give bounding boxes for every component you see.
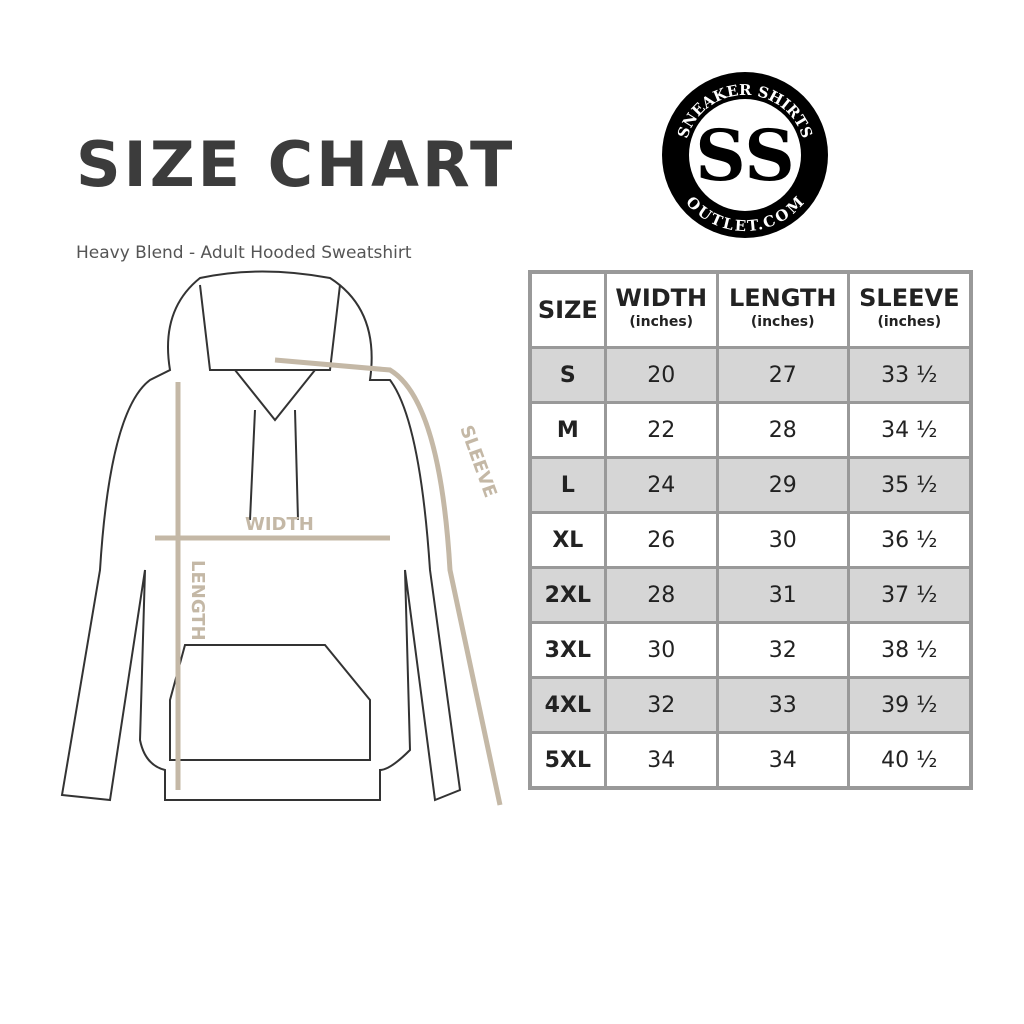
length-label: LENGTH xyxy=(187,560,208,641)
width-cell: 30 xyxy=(603,621,719,679)
size-table: SIZE WIDTH (inches) LENGTH (inches) SLEEVE… xyxy=(528,270,973,790)
brand-logo: SNEAKER SHIRTS OUTLET.COM SS xyxy=(662,72,828,238)
page-title: SIZE CHART xyxy=(76,128,516,201)
header-size: SIZE xyxy=(528,270,607,349)
sleeve-cell: 38 ½ xyxy=(846,621,973,679)
header-sleeve: SLEEVE (inches) xyxy=(846,270,973,349)
size-cell: M xyxy=(528,401,607,459)
header-width: WIDTH (inches) xyxy=(603,270,719,349)
sleeve-cell: 33 ½ xyxy=(846,346,973,404)
table-row: 5XL 34 34 40 ½ xyxy=(528,731,973,790)
length-cell: 32 xyxy=(715,621,850,679)
table-header-row: SIZE WIDTH (inches) LENGTH (inches) SLEEVE… xyxy=(528,270,973,349)
length-cell: 29 xyxy=(715,456,850,514)
width-cell: 28 xyxy=(603,566,719,624)
sleeve-cell: 35 ½ xyxy=(846,456,973,514)
size-cell: S xyxy=(528,346,607,404)
length-cell: 34 xyxy=(715,731,850,790)
sleeve-cell: 36 ½ xyxy=(846,511,973,569)
length-cell: 33 xyxy=(715,676,850,734)
table-row: S 20 27 33 ½ xyxy=(528,346,973,404)
table-row: 3XL 30 32 38 ½ xyxy=(528,621,973,679)
width-cell: 32 xyxy=(603,676,719,734)
size-cell: 5XL xyxy=(528,731,607,790)
logo-monogram: SS xyxy=(695,114,795,197)
size-cell: XL xyxy=(528,511,607,569)
table-row: L 24 29 35 ½ xyxy=(528,456,973,514)
size-cell: L xyxy=(528,456,607,514)
size-cell: 2XL xyxy=(528,566,607,624)
hoodie-outline xyxy=(60,270,462,802)
width-cell: 20 xyxy=(603,346,719,404)
width-cell: 24 xyxy=(603,456,719,514)
length-cell: 28 xyxy=(715,401,850,459)
table-row: 2XL 28 31 37 ½ xyxy=(528,566,973,624)
width-cell: 26 xyxy=(603,511,719,569)
hoodie-diagram: WIDTH LENGTH SLEEVE xyxy=(60,270,503,806)
table-row: XL 26 30 36 ½ xyxy=(528,511,973,569)
sleeve-cell: 37 ½ xyxy=(846,566,973,624)
size-cell: 3XL xyxy=(528,621,607,679)
length-cell: 31 xyxy=(715,566,850,624)
width-cell: 22 xyxy=(603,401,719,459)
size-cell: 4XL xyxy=(528,676,607,734)
length-cell: 27 xyxy=(715,346,850,404)
header-length: LENGTH (inches) xyxy=(715,270,850,349)
table-row: M 22 28 34 ½ xyxy=(528,401,973,459)
sleeve-cell: 34 ½ xyxy=(846,401,973,459)
sleeve-cell: 39 ½ xyxy=(846,676,973,734)
sleeve-cell: 40 ½ xyxy=(846,731,973,790)
sleeve-label: SLEEVE xyxy=(455,423,500,501)
product-subtitle: Heavy Blend - Adult Hooded Sweatshirt xyxy=(76,243,412,263)
width-label: WIDTH xyxy=(245,514,314,535)
length-cell: 30 xyxy=(715,511,850,569)
table-row: 4XL 32 33 39 ½ xyxy=(528,676,973,734)
width-cell: 34 xyxy=(603,731,719,790)
